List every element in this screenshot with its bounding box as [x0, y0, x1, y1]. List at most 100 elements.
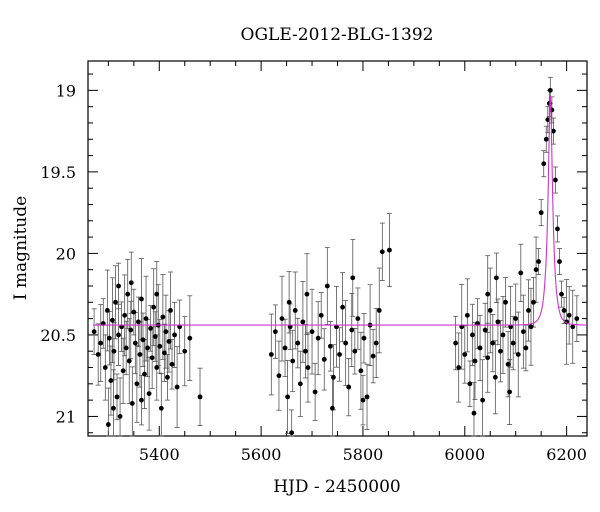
data-point [160, 314, 166, 320]
data-point [315, 335, 321, 341]
data-point [104, 308, 110, 313]
data-point [485, 291, 491, 297]
data-point [123, 345, 129, 351]
data-point [518, 270, 524, 276]
y-axis-label: I magnitude [11, 196, 31, 300]
data-point [456, 365, 462, 370]
data-point [289, 430, 295, 436]
data-point [526, 308, 531, 313]
data-point [111, 348, 117, 354]
data-point [132, 340, 138, 346]
data-point [493, 275, 499, 281]
data-point [309, 329, 315, 335]
data-point [355, 316, 361, 322]
data-point [349, 327, 355, 333]
data-point [169, 361, 175, 367]
data-point [140, 337, 146, 343]
data-point [174, 384, 180, 390]
data-point [321, 356, 327, 362]
data-point [370, 353, 376, 359]
data-point [570, 324, 576, 330]
data-point [187, 335, 193, 341]
y-tick-label: 19 [56, 81, 76, 100]
data-point [340, 304, 345, 310]
data-point [482, 327, 488, 333]
data-point [297, 381, 303, 387]
data-point [128, 327, 134, 333]
data-point [122, 312, 128, 318]
data-point [352, 348, 358, 354]
data-point [134, 381, 140, 387]
data-point [531, 299, 536, 305]
data-point [305, 365, 311, 370]
data-point [304, 291, 310, 297]
data-point [161, 350, 167, 356]
data-point [295, 340, 301, 346]
data-point [561, 308, 567, 313]
data-point [498, 348, 503, 354]
data-point [495, 319, 501, 325]
data-point [555, 226, 560, 232]
data-point [327, 343, 333, 349]
data-point [470, 332, 475, 338]
data-point [303, 348, 308, 354]
data-point [108, 378, 114, 383]
data-point [106, 335, 112, 341]
data-point [116, 332, 121, 338]
data-point [137, 352, 143, 357]
data-point [98, 340, 104, 346]
data-point [110, 317, 115, 323]
data-point [471, 410, 477, 416]
data-point [168, 308, 173, 313]
data-point [172, 332, 177, 338]
data-point [145, 345, 150, 351]
data-point [337, 352, 342, 357]
x-tick-label: 5800 [343, 445, 384, 464]
data-point [290, 358, 296, 364]
data-point [111, 405, 116, 411]
data-point [146, 391, 152, 397]
data-point [120, 368, 126, 374]
data-point [550, 128, 556, 134]
plot-area [87, 60, 588, 437]
data-point [513, 316, 519, 322]
data-point [91, 329, 97, 335]
data-point [152, 334, 158, 339]
axis-ticks [88, 61, 587, 436]
data-point [148, 325, 154, 331]
data-point [163, 329, 169, 335]
data-point [507, 389, 513, 395]
data-point [553, 177, 558, 183]
data-point [464, 312, 470, 318]
data-point [330, 405, 335, 411]
data-point [182, 348, 188, 354]
data-point [154, 291, 160, 297]
data-point [166, 339, 172, 344]
data-point [490, 340, 496, 346]
data-point [105, 422, 111, 427]
data-point [268, 352, 274, 357]
data-point [361, 335, 367, 341]
y-tick-labels: 19 19.5 20 20.5 21 [40, 81, 76, 426]
data-point [480, 397, 486, 403]
data-point [128, 280, 134, 286]
data-point [350, 275, 356, 281]
plot-frame [87, 60, 588, 437]
data-point [510, 340, 516, 346]
data-point [276, 373, 282, 379]
data-point [131, 309, 137, 315]
data-point [492, 374, 498, 380]
x-tick-label: 5600 [241, 445, 282, 464]
data-point [331, 374, 336, 380]
data-point [515, 352, 521, 357]
y-tick-label: 19.5 [40, 163, 76, 182]
data-point [285, 394, 290, 400]
x-tick-label: 6200 [546, 445, 587, 464]
data-point [373, 340, 379, 346]
error-bars [91, 76, 580, 437]
data-point [318, 312, 324, 318]
data-point [477, 345, 483, 351]
data-point [467, 381, 473, 387]
y-tick-label: 20 [56, 244, 76, 263]
